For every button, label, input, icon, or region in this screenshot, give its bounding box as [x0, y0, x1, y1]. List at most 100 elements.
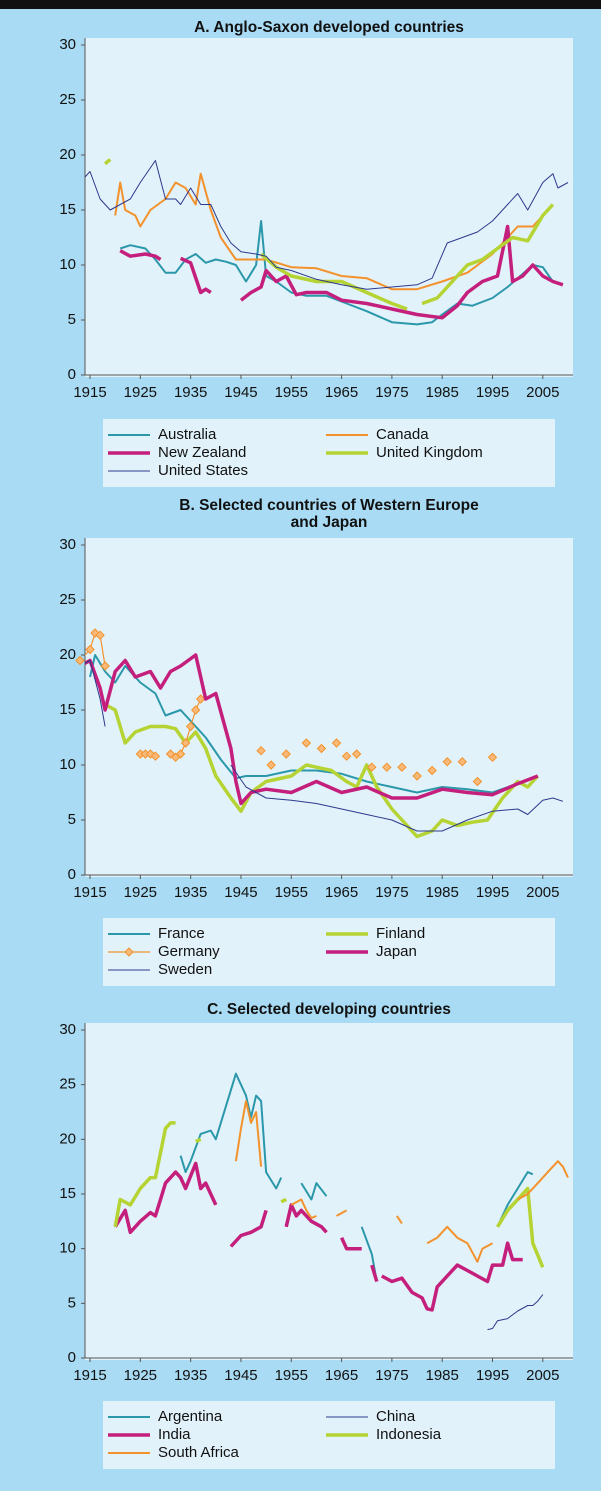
point-marker [301, 738, 312, 748]
point-marker [256, 745, 266, 756]
point-marker [185, 721, 196, 732]
point-marker [341, 751, 352, 761]
y-tick-label: 0 [68, 366, 76, 383]
plot-area [85, 538, 573, 877]
legend-label: China [376, 1408, 416, 1425]
series-line [85, 653, 539, 806]
series-line [179, 1072, 534, 1282]
point-marker [382, 762, 392, 772]
y-tick-label: 20 [59, 146, 76, 163]
y-tick-label: 30 [59, 36, 76, 53]
x-tick-label: 1945 [224, 384, 257, 401]
legend-label: South Africa [158, 1444, 240, 1461]
x-tick-label: 1935 [174, 1367, 207, 1384]
chart-title: and Japan [291, 514, 368, 531]
point-marker [180, 738, 191, 748]
plot-area [85, 1023, 573, 1360]
legend-label: Germany [158, 943, 220, 960]
series-line [119, 220, 554, 326]
point-marker [412, 771, 422, 781]
legend-label: Finland [376, 925, 425, 942]
legend-label: France [158, 925, 205, 942]
x-tick-label: 1925 [124, 384, 157, 401]
point-marker [367, 762, 377, 772]
x-tick-label: 1935 [174, 884, 207, 901]
point-marker [487, 752, 498, 763]
x-tick-label: 1965 [325, 884, 358, 901]
y-tick-label: 5 [68, 811, 76, 828]
x-tick-label: 1995 [476, 884, 509, 901]
legend-label: Argentina [158, 1408, 223, 1425]
point-marker [75, 655, 85, 666]
series-line [85, 660, 564, 832]
point-marker [351, 749, 362, 759]
point-marker [472, 776, 483, 787]
x-tick-label: 1955 [275, 384, 308, 401]
point-marker [85, 644, 95, 655]
x-tick-label: 1925 [124, 1367, 157, 1384]
x-tick-label: 1945 [224, 1367, 257, 1384]
point-marker [196, 694, 206, 704]
series-line [234, 1100, 569, 1263]
series-line [114, 172, 544, 291]
x-tick-label: 1995 [476, 1367, 509, 1384]
point-marker [427, 765, 437, 776]
y-tick-label: 25 [59, 1076, 76, 1093]
x-tick-label: 1955 [275, 884, 308, 901]
point-marker [100, 661, 110, 671]
x-tick-label: 1975 [375, 884, 408, 901]
x-tick-label: 1975 [375, 1367, 408, 1384]
legend-label: Indonesia [376, 1426, 442, 1443]
x-tick-label: 2005 [526, 384, 559, 401]
y-tick-label: 5 [68, 1294, 76, 1311]
y-tick-label: 15 [59, 701, 76, 718]
y-tick-label: 15 [59, 1185, 76, 1202]
legend-label: United States [158, 462, 248, 479]
y-tick-label: 10 [59, 1240, 76, 1257]
legend-label: Sweden [158, 961, 212, 978]
top-bar [0, 0, 601, 9]
series-line [85, 160, 569, 290]
x-tick-label: 2005 [526, 884, 559, 901]
legend-label: New Zealand [158, 444, 246, 461]
y-tick-label: 5 [68, 311, 76, 328]
x-tick-label: 1915 [73, 384, 106, 401]
series-line [104, 702, 540, 839]
point-marker [457, 756, 468, 767]
x-tick-label: 1975 [375, 384, 408, 401]
legend-label: Canada [376, 426, 429, 443]
point-marker [281, 749, 291, 759]
y-tick-label: 0 [68, 1349, 76, 1366]
x-tick-label: 1985 [426, 384, 459, 401]
legend-label: Japan [376, 943, 417, 960]
x-tick-label: 1995 [476, 384, 509, 401]
chart-title: A. Anglo-Saxon developed countries [194, 19, 464, 36]
x-tick-label: 1965 [325, 1367, 358, 1384]
legend-label: United Kingdom [376, 444, 483, 461]
x-tick-label: 1915 [73, 884, 106, 901]
y-tick-label: 20 [59, 646, 76, 663]
chart-title: B. Selected countries of Western Europe [179, 497, 479, 514]
legend-label: India [158, 1426, 191, 1443]
y-tick-label: 25 [59, 591, 76, 608]
point-marker [150, 751, 161, 761]
x-tick-label: 1965 [325, 384, 358, 401]
series-line [103, 158, 555, 311]
point-marker [331, 738, 342, 748]
y-tick-label: 30 [59, 1021, 76, 1038]
x-tick-label: 1985 [426, 884, 459, 901]
point-marker [266, 760, 276, 770]
x-tick-label: 1955 [275, 1367, 308, 1384]
x-tick-label: 1935 [174, 384, 207, 401]
x-tick-label: 1915 [73, 1367, 106, 1384]
y-tick-label: 10 [59, 256, 76, 273]
x-tick-label: 1945 [224, 884, 257, 901]
series-line [113, 1161, 523, 1312]
legend-label: Australia [158, 426, 217, 443]
legend-marker [124, 947, 134, 957]
plot-area [85, 38, 573, 377]
series-line [487, 1294, 544, 1331]
y-tick-label: 10 [59, 756, 76, 773]
y-tick-label: 30 [59, 536, 76, 553]
series-line [119, 224, 564, 320]
